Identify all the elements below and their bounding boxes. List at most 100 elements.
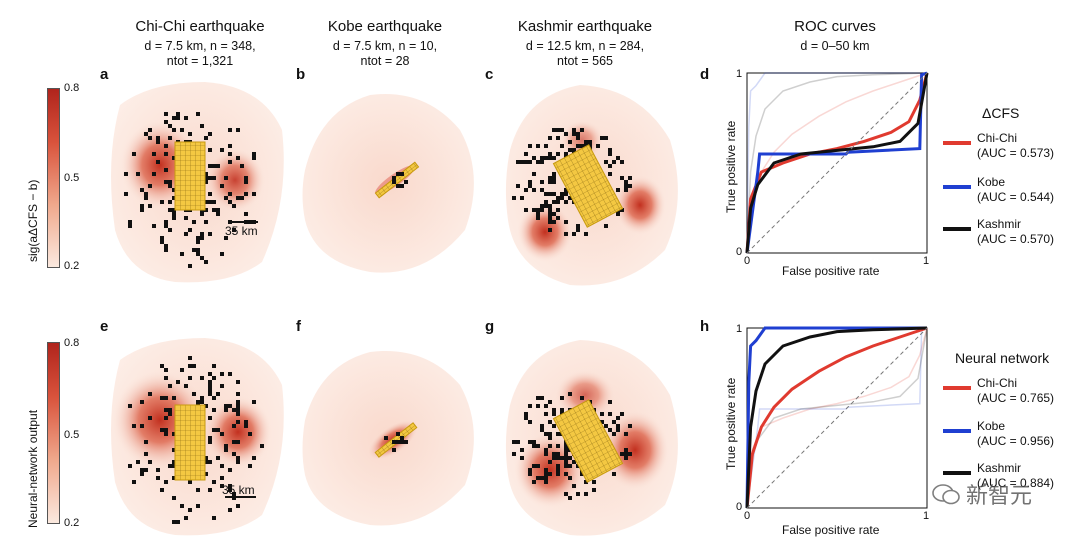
map-b-kobe	[302, 94, 474, 273]
aftershock-cell	[228, 144, 232, 148]
aftershock-cell	[528, 440, 532, 444]
aftershock-cell	[208, 192, 212, 196]
aftershock-cell	[228, 128, 232, 132]
kashmir-ntot: ntot = 565	[557, 54, 613, 68]
aftershock-cell	[236, 412, 240, 416]
aftershock-cell	[552, 156, 556, 160]
aftershock-cell	[148, 184, 152, 188]
aftershock-cell	[216, 208, 220, 212]
aftershock-cell	[624, 180, 628, 184]
aftershock-cell	[516, 440, 520, 444]
aftershock-cell	[628, 424, 632, 428]
aftershock-cell	[548, 216, 552, 220]
aftershock-cell	[576, 144, 580, 148]
aftershock-cell	[404, 440, 408, 444]
aftershock-cell	[584, 140, 588, 144]
aftershock-cell	[532, 188, 536, 192]
aftershock-cell	[552, 424, 556, 428]
aftershock-cell	[172, 116, 176, 120]
aftershock-cell	[220, 372, 224, 376]
aftershock-cell	[208, 440, 212, 444]
aftershock-cell	[536, 208, 540, 212]
aftershock-cell	[580, 144, 584, 148]
aftershock-cell	[172, 520, 176, 524]
aftershock-cell	[200, 376, 204, 380]
aftershock-cell	[220, 484, 224, 488]
aftershock-cell	[620, 452, 624, 456]
aftershock-cell	[564, 460, 568, 464]
aftershock-cell	[184, 516, 188, 520]
aftershock-cell	[612, 160, 616, 164]
aftershock-cell	[572, 132, 576, 136]
aftershock-cell	[536, 216, 540, 220]
aftershock-cell	[172, 188, 176, 192]
aftershock-cell	[584, 492, 588, 496]
aftershock-cell	[548, 204, 552, 208]
aftershock-cell	[548, 432, 552, 436]
aftershock-cell	[140, 400, 144, 404]
aftershock-cell	[528, 180, 532, 184]
aftershock-cell	[616, 188, 620, 192]
aftershock-cell	[572, 148, 576, 152]
aftershock-cell	[528, 468, 532, 472]
legend-bottom-kobe-name: Kobe	[977, 419, 1006, 433]
aftershock-cell	[156, 140, 160, 144]
aftershock-cell	[172, 464, 176, 468]
aftershock-cell	[232, 424, 236, 428]
aftershock-cell	[228, 484, 232, 488]
aftershock-cell	[224, 176, 228, 180]
aftershock-cell	[148, 128, 152, 132]
aftershock-cell	[212, 200, 216, 204]
aftershock-cell	[208, 372, 212, 376]
aftershock-cell	[548, 192, 552, 196]
aftershock-cell	[556, 196, 560, 200]
map-c-kashmir	[505, 85, 678, 286]
aftershock-cell	[244, 420, 248, 424]
aftershock-cell	[612, 420, 616, 424]
aftershock-cell	[220, 384, 224, 388]
aftershock-cell	[540, 424, 544, 428]
aftershock-cell	[228, 508, 232, 512]
aftershock-cell	[172, 212, 176, 216]
aftershock-cell	[624, 184, 628, 188]
aftershock-cell	[140, 468, 144, 472]
aftershock-cell	[128, 404, 132, 408]
aftershock-cell	[156, 160, 160, 164]
aftershock-cell	[608, 172, 612, 176]
aftershock-cell	[240, 196, 244, 200]
aftershock-cell	[208, 384, 212, 388]
aftershock-cell	[512, 196, 516, 200]
aftershock-cell	[628, 184, 632, 188]
aftershock-cell	[160, 236, 164, 240]
aftershock-cell	[552, 452, 556, 456]
aftershock-cell	[540, 396, 544, 400]
aftershock-cell	[556, 152, 560, 156]
colorbar-bottom-max: 0.8	[64, 337, 80, 349]
aftershock-cell	[548, 152, 552, 156]
aftershock-cell	[528, 144, 532, 148]
aftershock-cell	[616, 416, 620, 420]
aftershock-cell	[152, 172, 156, 176]
aftershock-cell	[184, 232, 188, 236]
aftershock-cell	[568, 392, 572, 396]
aftershock-cell	[400, 172, 404, 176]
aftershock-cell	[204, 472, 208, 476]
legend-top-chichi-auc: (AUC = 0.573)	[977, 146, 1055, 160]
panel-letter-b: b	[296, 66, 306, 83]
aftershock-cell	[528, 404, 532, 408]
legend-bottom-chichi-auc: (AUC = 0.765)	[977, 391, 1055, 405]
aftershock-cell	[144, 468, 148, 472]
aftershock-cell	[564, 188, 568, 192]
aftershock-cell	[236, 420, 240, 424]
roc-bottom-xlabel: False positive rate	[782, 523, 880, 537]
aftershock-cell	[224, 236, 228, 240]
aftershock-cell	[512, 440, 516, 444]
aftershock-cell	[576, 136, 580, 140]
aftershock-cell	[212, 516, 216, 520]
aftershock-cell	[556, 128, 560, 132]
aftershock-cell	[596, 144, 600, 148]
aftershock-cell	[604, 424, 608, 428]
aftershock-cell	[172, 448, 176, 452]
roc-bottom-ylabel: True positive rate	[724, 377, 738, 470]
aftershock-cell	[544, 432, 548, 436]
